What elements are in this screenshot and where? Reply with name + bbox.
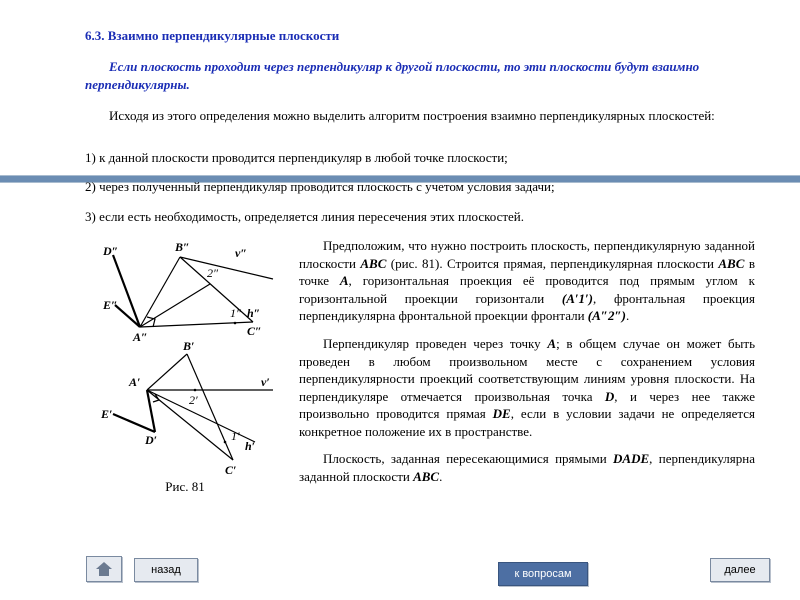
intro-paragraph: Исходя из этого определения можно выдели…	[85, 107, 755, 125]
lbl-Bp: B′	[182, 339, 194, 353]
body-p3: Плоскость, заданная пересекающимися прям…	[299, 450, 755, 485]
lbl-Dpp: D″	[102, 244, 118, 258]
section-title: 6.3. Взаимно перпендикулярные плоскости	[85, 28, 755, 44]
figure-caption: Рис. 81	[85, 479, 285, 495]
lbl-Dp: D′	[144, 433, 157, 447]
lbl-Cp: C′	[225, 463, 236, 477]
page: 6.3. Взаимно перпендикулярные плоскости …	[0, 0, 800, 600]
section-number: 6.3.	[85, 28, 105, 43]
questions-label: к вопросам	[514, 568, 571, 580]
figure-81: D″ B″ v″ 2″ 1″ h″ E″ A″ C″	[85, 237, 285, 477]
body-row: D″ B″ v″ 2″ 1″ h″ E″ A″ C″	[85, 237, 755, 495]
lbl-1p: 1′	[231, 429, 240, 443]
lbl-vp: v′	[261, 375, 270, 389]
lbl-Cpp: C″	[247, 324, 262, 338]
home-icon	[96, 562, 112, 576]
step-2: 2) через полученный перпендикуляр провод…	[85, 178, 755, 196]
lbl-App: A″	[132, 330, 148, 344]
body-p2: Перпендикуляр проведен через точку A; в …	[299, 335, 755, 440]
lbl-2pp: 2″	[207, 266, 219, 280]
lbl-Ep: E′	[100, 407, 112, 421]
lbl-hpp: h″	[247, 306, 260, 320]
figure-column: D″ B″ v″ 2″ 1″ h″ E″ A″ C″	[85, 237, 285, 495]
lbl-2p: 2′	[189, 393, 198, 407]
theorem-text: Если плоскость проходит через перпендику…	[85, 58, 755, 93]
lbl-Epp: E″	[102, 298, 118, 312]
lbl-1pp: 1″	[230, 306, 242, 320]
home-button[interactable]	[86, 556, 122, 582]
next-button[interactable]: далее	[710, 558, 770, 582]
back-button[interactable]: назад	[134, 558, 198, 582]
questions-button[interactable]: к вопросам	[498, 562, 588, 586]
text-column: Предположим, что нужно построить плоскос…	[299, 237, 755, 495]
next-label: далее	[724, 564, 755, 576]
lbl-hp: h′	[245, 439, 255, 453]
body-p1: Предположим, что нужно построить плоскос…	[299, 237, 755, 325]
back-label: назад	[151, 564, 181, 576]
step-1: 1) к данной плоскости проводится перпенд…	[85, 149, 755, 167]
section-name: Взаимно перпендикулярные плоскости	[108, 28, 340, 43]
step-3: 3) если есть необходимость, определяется…	[85, 208, 755, 226]
content-area: 6.3. Взаимно перпендикулярные плоскости …	[85, 28, 755, 495]
lbl-Bpp: B″	[174, 240, 190, 254]
lbl-vpp: v″	[235, 246, 247, 260]
lbl-Ap: A′	[128, 375, 140, 389]
